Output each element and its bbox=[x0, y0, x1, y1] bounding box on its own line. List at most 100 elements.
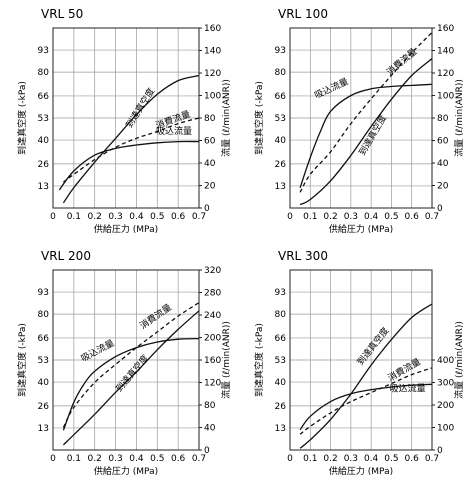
x-axis-label: 供給圧力 (MPa) bbox=[94, 465, 158, 477]
x-tick-label: 0 bbox=[50, 454, 56, 464]
series-line-2 bbox=[299, 367, 433, 435]
x-tick-label: 0.2 bbox=[323, 454, 337, 464]
series-label: 吸込流量 bbox=[390, 383, 426, 395]
plot-frame bbox=[289, 269, 433, 451]
series-line-3 bbox=[62, 337, 200, 431]
y-right-tick-label: 100 bbox=[437, 92, 454, 102]
x-tick-label: 0.1 bbox=[303, 454, 317, 464]
chart-panel-2: VRL 100 0 0.1 0.2 0.3 0.4 0.5 0.6 0.7 93 80 66 53 40 2… bbox=[253, 7, 465, 235]
y-right-tick-label: 160 bbox=[204, 356, 221, 366]
plot-frame bbox=[289, 27, 433, 209]
x-tick-label: 0.3 bbox=[108, 212, 122, 222]
y-left-tick-label: 53 bbox=[38, 356, 49, 366]
x-tick-label: 0.6 bbox=[405, 454, 420, 464]
series-line-3 bbox=[299, 83, 433, 189]
series-line-2 bbox=[62, 302, 200, 428]
x-tick-label: 0.4 bbox=[364, 454, 379, 464]
x-tick-label: 0.7 bbox=[425, 212, 439, 222]
series-line-1 bbox=[62, 310, 200, 446]
x-tick-label: 0.2 bbox=[88, 454, 102, 464]
x-tick-label: 0.6 bbox=[405, 212, 420, 222]
x-axis-label: 供給圧力 (MPa) bbox=[329, 223, 393, 235]
x-tick-label: 0.5 bbox=[384, 212, 398, 222]
y-left-tick-label: 80 bbox=[38, 310, 50, 320]
y-right-tick-label: 0 bbox=[204, 446, 210, 456]
chart-title: VRL 300 bbox=[278, 249, 328, 263]
y-left-axis-label: 到達真空度 (-kPa) bbox=[16, 323, 28, 397]
x-tick-label: 0.4 bbox=[364, 212, 379, 222]
y-left-axis-label: 到達真空度 (-kPa) bbox=[253, 81, 265, 155]
y-right-tick-label: 40 bbox=[437, 159, 449, 169]
chart-title: VRL 50 bbox=[41, 7, 83, 21]
x-tick-label: 0 bbox=[50, 212, 56, 222]
x-tick-label: 0 bbox=[287, 454, 293, 464]
x-tick-label: 0.7 bbox=[425, 454, 439, 464]
series-line-2 bbox=[299, 32, 433, 193]
series-label: 吸込流量 bbox=[156, 125, 192, 137]
y-left-tick-label: 93 bbox=[38, 288, 49, 298]
chart-title: VRL 200 bbox=[41, 249, 91, 263]
y-right-tick-label: 20 bbox=[437, 182, 449, 192]
y-left-tick-label: 66 bbox=[275, 92, 287, 102]
y-right-tick-label: 200 bbox=[437, 401, 454, 411]
plot-frame bbox=[52, 27, 200, 209]
y-right-axis-label: 流量 (ℓ/min(ANR)) bbox=[453, 321, 465, 399]
x-tick-label: 0.6 bbox=[171, 212, 186, 222]
y-left-axis-label: 到達真空度 (-kPa) bbox=[16, 81, 28, 155]
series-line-3 bbox=[299, 383, 433, 431]
series-line-1 bbox=[299, 303, 433, 449]
x-tick-label: 0.1 bbox=[303, 212, 317, 222]
series-label: 消費流量 bbox=[137, 301, 173, 331]
chart-title: VRL 100 bbox=[278, 7, 328, 21]
y-left-tick-label: 93 bbox=[275, 46, 286, 56]
x-tick-label: 0.4 bbox=[129, 454, 144, 464]
y-left-tick-label: 53 bbox=[38, 114, 49, 124]
x-tick-label: 0.2 bbox=[323, 212, 337, 222]
y-left-tick-label: 13 bbox=[275, 424, 286, 434]
y-right-tick-label: 300 bbox=[437, 379, 454, 389]
y-left-tick-label: 66 bbox=[38, 92, 50, 102]
series-label: 到達真空度 bbox=[113, 352, 151, 394]
y-right-tick-label: 60 bbox=[204, 137, 216, 147]
y-right-axis-label: 流量 (ℓ/min(ANR)) bbox=[453, 79, 465, 157]
y-right-tick-label: 0 bbox=[437, 446, 443, 456]
y-left-tick-label: 13 bbox=[38, 182, 49, 192]
y-left-tick-label: 53 bbox=[275, 356, 286, 366]
x-tick-label: 0.5 bbox=[150, 212, 164, 222]
y-left-axis-label: 到達真空度 (-kPa) bbox=[253, 323, 265, 397]
y-right-axis-label: 流量 (ℓ/min(ANR)) bbox=[220, 79, 232, 157]
y-right-tick-label: 80 bbox=[204, 114, 216, 124]
y-right-tick-label: 240 bbox=[204, 311, 221, 321]
y-left-tick-label: 80 bbox=[38, 68, 50, 78]
x-axis-label: 供給圧力 (MPa) bbox=[94, 223, 158, 235]
series-line-2 bbox=[63, 117, 200, 183]
y-left-tick-label: 40 bbox=[275, 378, 287, 388]
y-right-tick-label: 0 bbox=[437, 204, 443, 214]
y-right-tick-label: 40 bbox=[204, 424, 216, 434]
chart-panel-4: VRL 300 0 0.1 0.2 0.3 0.4 0.5 0.6 0.7 93 80 66 53 40 2… bbox=[253, 249, 465, 477]
x-tick-label: 0.6 bbox=[171, 454, 186, 464]
y-right-tick-label: 80 bbox=[204, 401, 216, 411]
x-tick-label: 0.3 bbox=[344, 454, 358, 464]
series-line-1 bbox=[299, 58, 433, 206]
y-right-tick-label: 140 bbox=[204, 47, 221, 57]
y-right-tick-label: 140 bbox=[437, 47, 454, 57]
x-tick-label: 0.2 bbox=[88, 212, 102, 222]
plot-frame bbox=[52, 269, 200, 451]
x-tick-label: 0.1 bbox=[67, 212, 81, 222]
y-right-tick-label: 320 bbox=[204, 266, 221, 276]
series-line-1 bbox=[62, 74, 200, 204]
y-right-tick-label: 100 bbox=[437, 424, 454, 434]
y-right-tick-label: 60 bbox=[437, 137, 449, 147]
y-right-tick-label: 120 bbox=[204, 69, 221, 79]
y-left-tick-label: 26 bbox=[275, 160, 287, 170]
x-axis-label: 供給圧力 (MPa) bbox=[329, 465, 393, 477]
y-left-tick-label: 66 bbox=[275, 334, 287, 344]
x-tick-label: 0 bbox=[287, 212, 293, 222]
x-tick-label: 0.4 bbox=[129, 212, 144, 222]
y-left-tick-label: 80 bbox=[275, 310, 287, 320]
chart-panel-3: VRL 200 0 0.1 0.2 0.3 0.4 0.5 0.6 0.7 93 80 66 53 40 2… bbox=[16, 249, 232, 477]
y-right-tick-label: 120 bbox=[437, 69, 454, 79]
series-line-3 bbox=[58, 140, 200, 191]
